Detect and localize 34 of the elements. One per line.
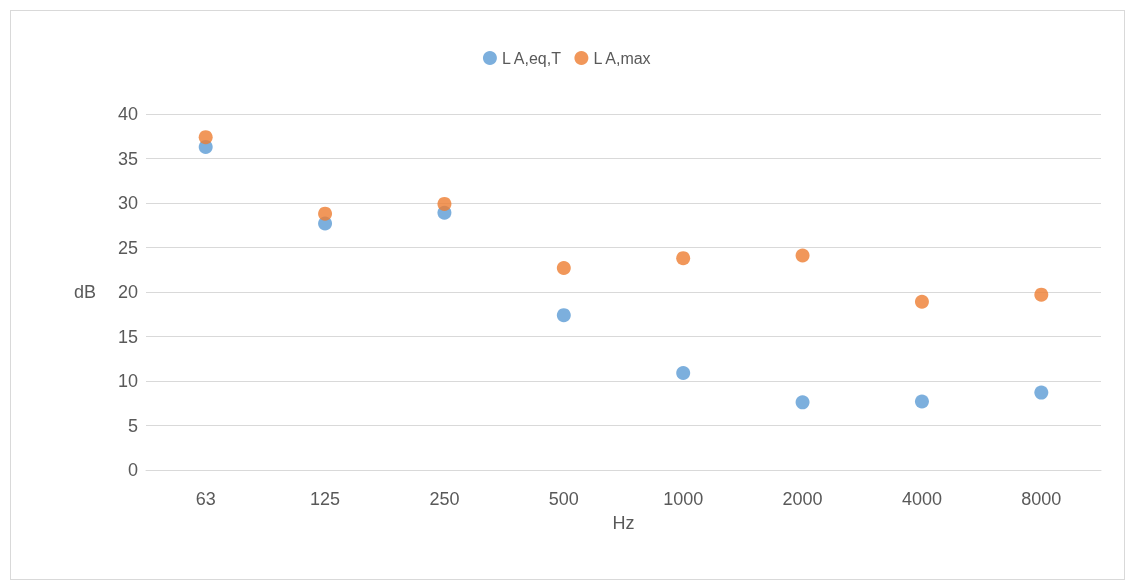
point	[795, 395, 810, 410]
point	[914, 394, 929, 409]
point	[1034, 287, 1049, 302]
point	[914, 294, 929, 309]
point	[198, 130, 213, 145]
y-tick-label: 5	[127, 415, 138, 436]
point	[1034, 385, 1049, 400]
y-tick-label: 15	[117, 326, 138, 347]
x-tick-label: 4000	[901, 489, 942, 509]
x-tick-label: 250	[429, 489, 460, 509]
point	[556, 260, 571, 275]
point	[676, 365, 691, 380]
x-tick-label: 2000	[782, 489, 823, 509]
point	[676, 251, 691, 266]
y-tick-label: 0	[127, 460, 138, 480]
y-axis-title: dB	[73, 282, 96, 302]
point	[795, 248, 810, 263]
y-tick-label: 20	[117, 282, 138, 302]
point	[318, 206, 333, 221]
legend-label: L A,eq,T	[501, 49, 562, 67]
point	[556, 308, 571, 323]
legend-label: L A,max	[593, 49, 651, 67]
y-tick-label: 40	[117, 104, 138, 124]
x-tick-label: 1000	[663, 489, 704, 509]
x-tick-label: 8000	[1021, 489, 1062, 509]
x-tick-label: 500	[548, 489, 579, 509]
y-tick-label: 10	[117, 371, 138, 391]
y-tick-label: 30	[117, 193, 138, 213]
x-axis-title: Hz	[612, 513, 635, 533]
x-tick-label: 63	[195, 489, 216, 509]
point	[437, 196, 452, 211]
x-tick-label: 125	[310, 489, 341, 509]
y-tick-label: 25	[117, 237, 138, 258]
y-tick-label: 35	[117, 148, 138, 169]
